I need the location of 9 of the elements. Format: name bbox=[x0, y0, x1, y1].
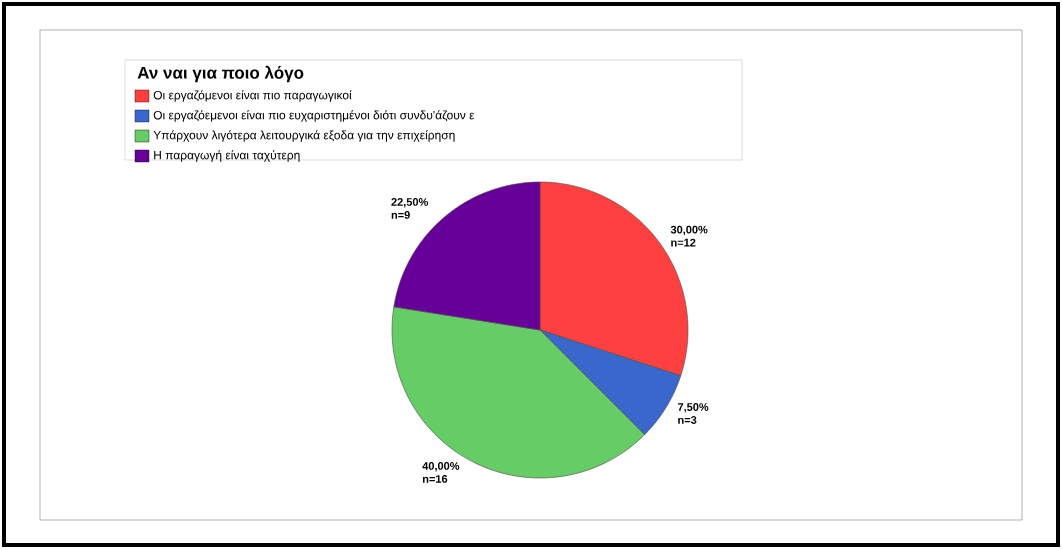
legend-label: Υπάρχουν λιγότερα λειτουργικά εξοδα για την επιχείρηση bbox=[153, 130, 455, 142]
legend-title: Αν ναι για ποιο λόγο bbox=[137, 65, 304, 83]
legend-label: Οι εργαζόεμενοι είναι πιο ευχαριστημένοι διότι συνδυ'άζουν ε bbox=[153, 110, 475, 122]
data-label: 7,50% n=3 bbox=[677, 403, 709, 424]
data-label: 30,00% n=12 bbox=[670, 225, 708, 247]
data-label: 22,50% n=9 bbox=[391, 198, 428, 219]
legend-label: Η παραγωγή είναι ταχύτερη bbox=[154, 150, 300, 162]
data-label: 40,00% n=16 bbox=[422, 462, 460, 483]
legend-label: Οι εργαζόμενοι είναι πιο παραγωγικοί bbox=[153, 90, 352, 102]
